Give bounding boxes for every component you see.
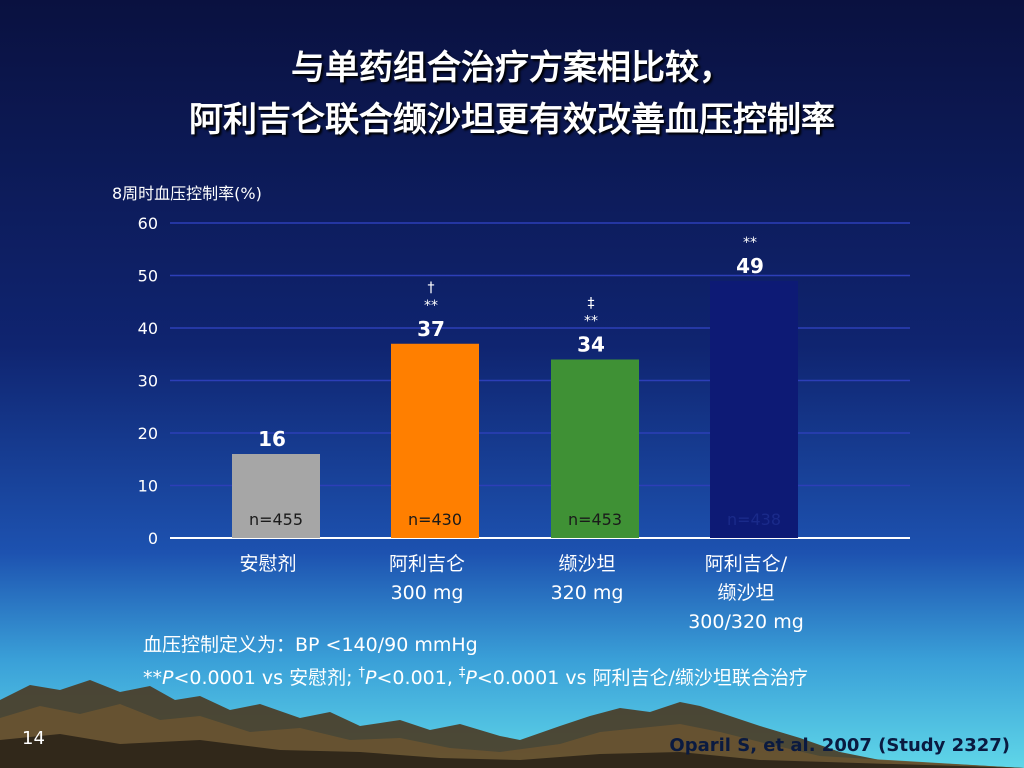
x-category-label-line: 300 mg bbox=[390, 582, 464, 604]
y-tick-label: 50 bbox=[138, 267, 158, 286]
data-label: 34 bbox=[577, 333, 605, 357]
data-label: 37 bbox=[417, 317, 445, 341]
x-category-label: 阿利吉仑 300 mg bbox=[347, 550, 507, 608]
significance-marker: ** bbox=[584, 314, 598, 330]
x-category-label: 缬沙坦 320 mg bbox=[507, 550, 667, 608]
data-label: 16 bbox=[258, 427, 286, 451]
y-tick-label: 40 bbox=[138, 319, 158, 338]
pvalue-footnote-part: <0.0001 vs 安慰剂; bbox=[173, 667, 359, 689]
pvalue-footnote-part: <0.0001 vs 阿利吉仑/缬沙坦联合治疗 bbox=[476, 667, 808, 689]
pvalue-footnote-part: ‡ bbox=[458, 665, 466, 681]
mountain-landscape-decoration bbox=[0, 680, 1024, 768]
bar-3 bbox=[551, 359, 639, 538]
y-tick-label: 60 bbox=[138, 214, 158, 233]
y-tick-label: 10 bbox=[138, 477, 158, 496]
pvalue-footnote-part: P bbox=[365, 667, 377, 689]
pvalue-footnote-part: ** bbox=[143, 667, 162, 689]
pvalue-footnote-part: <0.001, bbox=[376, 667, 459, 689]
sample-size-label: n=453 bbox=[568, 510, 622, 529]
x-category-label-line: 阿利吉仑/ bbox=[704, 553, 788, 575]
sample-size-label: n=438 bbox=[727, 510, 781, 529]
bar-4 bbox=[710, 280, 798, 538]
significance-marker: ** bbox=[743, 235, 757, 251]
p-value-footnote: **P<0.0001 vs 安慰剂; †P<0.001, ‡P<0.0001 v… bbox=[143, 663, 808, 690]
bar-1 bbox=[232, 454, 320, 538]
y-axis-title: 8周时血压控制率(%) bbox=[112, 184, 262, 203]
pvalue-footnote-part: P bbox=[162, 667, 174, 689]
slide-title-line-2: 阿利吉仑联合缬沙坦更有效改善血压控制率 bbox=[189, 100, 835, 140]
sample-size-label: n=455 bbox=[249, 510, 303, 529]
slide-number: 14 bbox=[22, 728, 45, 749]
sample-size-label: n=430 bbox=[408, 510, 462, 529]
x-category-label: 安慰剂 bbox=[188, 550, 348, 579]
x-category-label-line: 缬沙坦 bbox=[717, 582, 775, 604]
x-category-label-line: 安慰剂 bbox=[239, 553, 297, 575]
slide-title-line-1: 与单药组合治疗方案相比较， bbox=[291, 48, 733, 88]
significance-marker: † bbox=[428, 280, 435, 296]
pvalue-footnote-part: P bbox=[465, 667, 477, 689]
x-category-label-line: 300/320 mg bbox=[688, 611, 804, 633]
x-category-label: 阿利吉仑/缬沙坦 300/320 mg bbox=[666, 550, 826, 637]
pvalue-footnote-part: † bbox=[358, 665, 366, 681]
significance-marker: ‡ bbox=[588, 296, 595, 312]
y-tick-label: 0 bbox=[148, 529, 158, 548]
significance-marker: ** bbox=[424, 298, 438, 314]
y-tick-label: 30 bbox=[138, 372, 158, 391]
x-category-label-line: 缬沙坦 bbox=[558, 553, 616, 575]
y-tick-label: 20 bbox=[138, 424, 158, 443]
x-category-label-line: 320 mg bbox=[550, 582, 624, 604]
x-category-label-line: 阿利吉仑 bbox=[388, 553, 465, 575]
bar-2 bbox=[391, 343, 479, 538]
citation: Oparil S, et al. 2007 (Study 2327) bbox=[669, 735, 1010, 756]
bp-control-definition: 血压控制定义为：BP <140/90 mmHg bbox=[143, 634, 478, 656]
data-label: 49 bbox=[736, 254, 764, 278]
